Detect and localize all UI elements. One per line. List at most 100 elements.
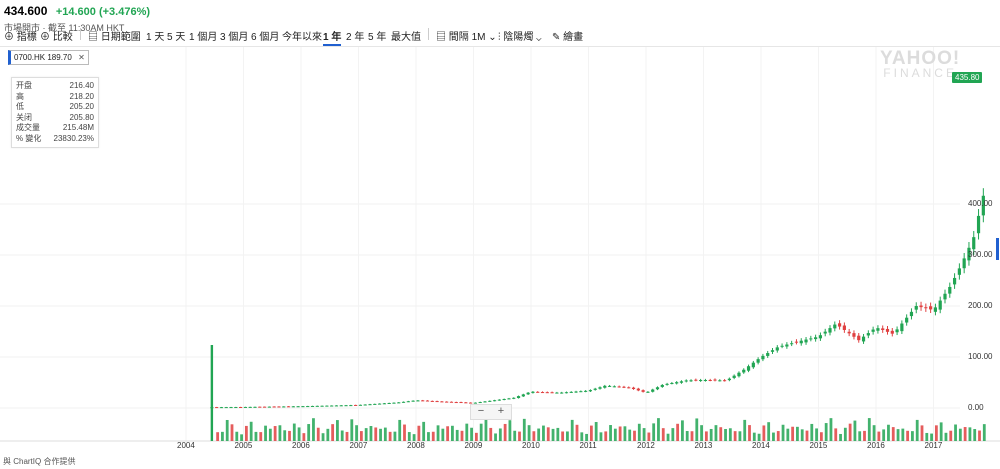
zoom-out-button[interactable]: −	[477, 405, 485, 417]
candle	[895, 329, 899, 333]
volume-bar	[695, 418, 699, 441]
chart-type-dropdown[interactable]: ⫶ 陰陽燭 ⌄	[498, 28, 541, 43]
range-tab-7[interactable]: 2 年	[346, 32, 365, 43]
x-tick-label: 2011	[579, 441, 597, 450]
candle	[780, 345, 784, 347]
volume-bar	[925, 432, 929, 441]
candle	[837, 323, 842, 327]
range-tab-3[interactable]: 3 個月	[220, 32, 249, 43]
candle	[631, 387, 636, 390]
price-chart[interactable]	[0, 47, 1000, 454]
indicators-button[interactable]: ⊕ 指標	[4, 28, 37, 43]
volume-bar	[978, 430, 981, 441]
candle	[737, 372, 741, 377]
range-tab-0[interactable]: 1 天	[146, 32, 165, 43]
symbol-tag[interactable]: 0700.HK 189.70 ✕	[8, 50, 89, 65]
volume-bar	[355, 425, 358, 441]
volume-bar	[934, 425, 938, 441]
volume-bar	[268, 428, 272, 441]
candle	[368, 404, 372, 406]
quote-header: 434.600 +14.600 (+3.476%) 市場開市 · 截至 11:3…	[4, 2, 150, 34]
candle	[655, 387, 660, 390]
candle	[478, 402, 482, 404]
candle	[382, 403, 386, 405]
range-tab-2[interactable]: 1 個月	[189, 32, 218, 43]
volume-bar	[968, 427, 972, 441]
candle	[469, 402, 473, 404]
range-tab-6[interactable]: 1 年	[323, 28, 342, 46]
candle	[852, 333, 856, 337]
volume-bar	[963, 427, 967, 441]
scroll-handle[interactable]	[996, 238, 999, 260]
volume-bar	[398, 419, 402, 441]
volume-bar	[369, 426, 373, 441]
candle	[833, 324, 837, 329]
volume-bar	[249, 421, 253, 441]
volume-bar	[240, 434, 243, 441]
candle	[224, 407, 228, 409]
range-tab-4[interactable]: 6 個月	[251, 32, 280, 43]
volume-bar	[930, 433, 933, 441]
volume-bar	[939, 422, 943, 441]
compare-button[interactable]: ⊕ 比較	[40, 28, 73, 43]
candle	[857, 335, 861, 341]
range-tab-5[interactable]: 今年以來	[282, 32, 322, 43]
y-tick-label: 400.00	[968, 199, 993, 208]
market-open-label: 市場開市	[4, 23, 41, 33]
volume-bar	[216, 432, 220, 441]
volume-bar	[642, 428, 646, 441]
candle	[492, 400, 497, 402]
candle	[569, 391, 573, 393]
draw-button[interactable]: ✎ 繪畫	[552, 28, 583, 43]
tooltip-row: 开盘 216.40	[16, 81, 94, 92]
volume-bar	[633, 430, 636, 441]
volume-bar	[551, 428, 555, 441]
candle	[746, 366, 751, 371]
range-tab-9[interactable]: 最大值	[391, 32, 421, 43]
candle	[473, 402, 478, 404]
volume-bar	[738, 431, 742, 441]
volume-bar	[604, 431, 608, 441]
candle	[871, 329, 875, 332]
volume-bar	[973, 429, 977, 441]
close-icon[interactable]: ✕	[78, 53, 85, 62]
range-tab-8[interactable]: 5 年	[368, 32, 387, 43]
volume-bar	[259, 432, 263, 441]
price: 434.600	[4, 4, 48, 18]
volume-bar	[853, 420, 857, 441]
volume-bar	[235, 431, 239, 441]
candle	[301, 406, 305, 408]
candle	[550, 392, 554, 394]
toolbar-divider	[80, 28, 81, 40]
volume-bar	[508, 420, 512, 441]
volume-bar	[843, 427, 847, 441]
candle	[445, 401, 449, 403]
volume-bar	[278, 425, 282, 441]
yahoo-finance-logo: YAHOO! FINANCE	[880, 49, 960, 80]
zoom-in-button[interactable]: +	[497, 405, 505, 417]
volume-bar	[834, 428, 838, 441]
volume-bar	[484, 418, 488, 441]
candle	[929, 306, 933, 310]
x-tick-label: 2007	[349, 441, 368, 450]
candle	[430, 400, 434, 402]
volume-bar	[781, 424, 785, 441]
candle	[229, 407, 233, 409]
volume-bar	[374, 427, 378, 441]
x-tick-label: 2013	[694, 441, 713, 450]
volume-bar	[307, 424, 311, 441]
candle	[679, 381, 684, 383]
interval-dropdown[interactable]: ▤ 間隔 1M ⌄	[436, 28, 497, 43]
volume-bar	[958, 428, 962, 441]
date-range-button[interactable]: ▤ 日期範圍	[88, 28, 141, 43]
range-tab-1[interactable]: 5 天	[167, 32, 186, 43]
candle	[373, 403, 377, 405]
candle	[516, 396, 521, 399]
candle	[732, 375, 736, 378]
volume-bar	[863, 430, 866, 441]
candle	[952, 277, 957, 285]
candle	[406, 401, 410, 403]
candle	[900, 323, 904, 332]
candle	[310, 405, 315, 407]
symbol-label: 0700.HK 189.70	[14, 53, 72, 62]
